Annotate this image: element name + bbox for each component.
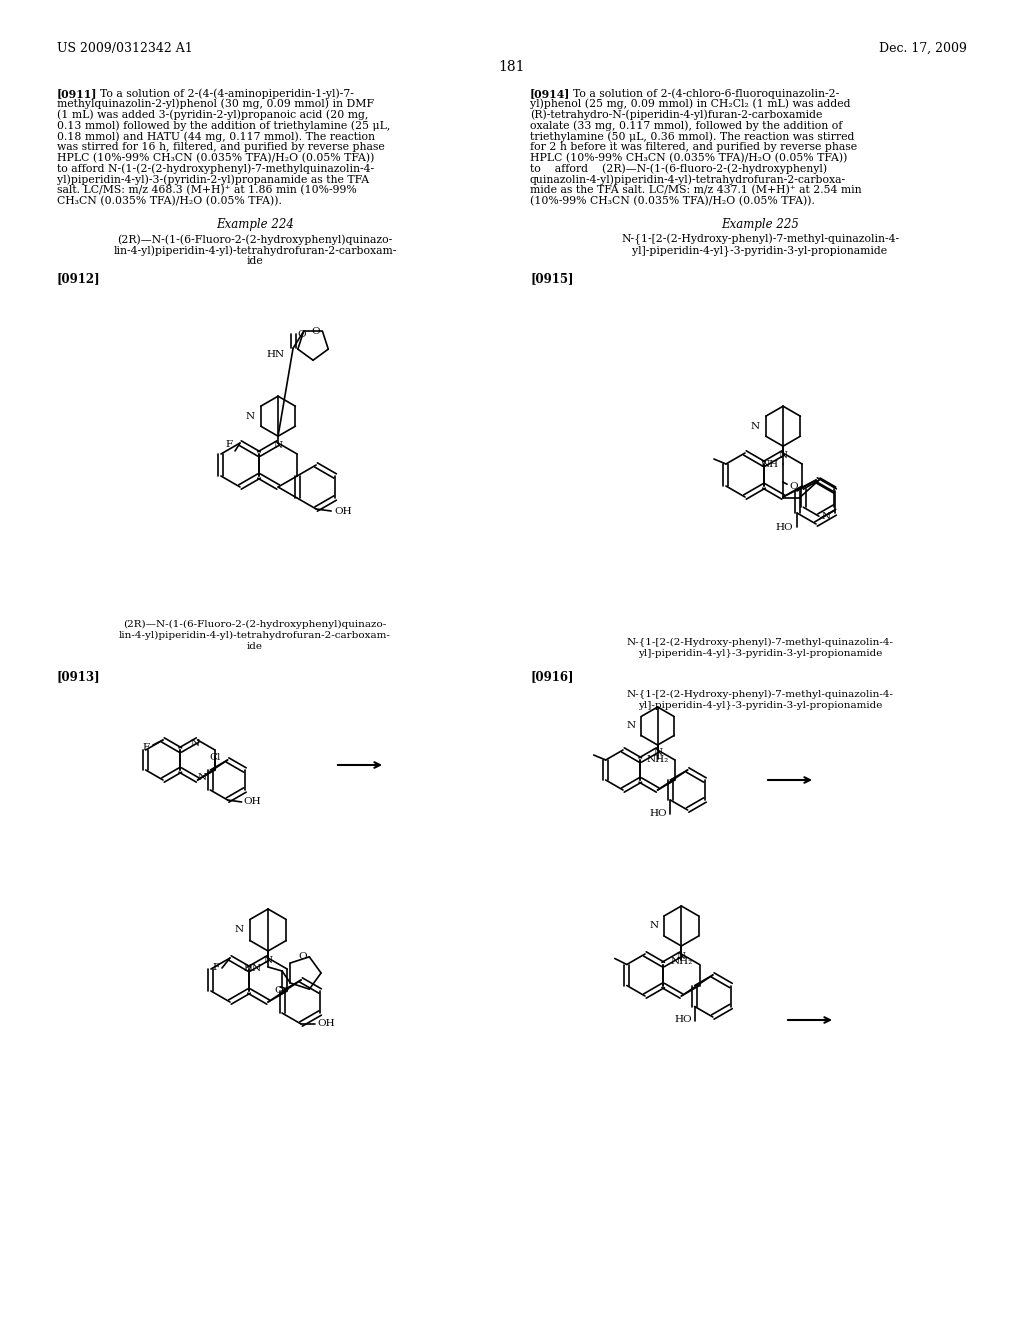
Text: Dec. 17, 2009: Dec. 17, 2009 [880, 42, 967, 55]
Text: HO: HO [649, 809, 668, 818]
Text: N-{1-[2-(2-Hydroxy-phenyl)-7-methyl-quinazolin-4-: N-{1-[2-(2-Hydroxy-phenyl)-7-methyl-quin… [621, 234, 899, 246]
Text: F: F [213, 964, 220, 972]
Text: 181: 181 [499, 59, 525, 74]
Text: OH: OH [334, 507, 352, 516]
Text: [0913]: [0913] [57, 671, 100, 682]
Text: yl]-piperidin-4-yl}-3-pyridin-3-yl-propionamide: yl]-piperidin-4-yl}-3-pyridin-3-yl-propi… [638, 701, 883, 710]
Text: to    afford    (2R)—N-(1-(6-fluoro-2-(2-hydroxyphenyl): to afford (2R)—N-(1-(6-fluoro-2-(2-hydro… [530, 164, 827, 174]
Text: salt. LC/MS: m/z 468.3 (M+H)⁺ at 1.86 min (10%-99%: salt. LC/MS: m/z 468.3 (M+H)⁺ at 1.86 mi… [57, 185, 356, 195]
Text: was stirred for 16 h, filtered, and purified by reverse phase: was stirred for 16 h, filtered, and puri… [57, 143, 385, 152]
Text: HPLC (10%-99% CH₃CN (0.035% TFA)/H₂O (0.05% TFA)): HPLC (10%-99% CH₃CN (0.035% TFA)/H₂O (0.… [530, 153, 848, 164]
Text: NH: NH [761, 461, 779, 469]
Text: F: F [143, 742, 150, 751]
Text: N: N [751, 421, 760, 430]
Text: 0.13 mmol) followed by the addition of triethylamine (25 μL,: 0.13 mmol) followed by the addition of t… [57, 120, 390, 131]
Text: N-{1-[2-(2-Hydroxy-phenyl)-7-methyl-quinazolin-4-: N-{1-[2-(2-Hydroxy-phenyl)-7-methyl-quin… [627, 638, 894, 647]
Text: [0911]: [0911] [57, 88, 97, 99]
Text: for 2 h before it was filtered, and purified by reverse phase: for 2 h before it was filtered, and puri… [530, 143, 857, 152]
Text: O: O [274, 986, 284, 995]
Text: NH₂: NH₂ [646, 755, 669, 764]
Text: N: N [677, 952, 686, 961]
Text: lin-4-yl)piperidin-4-yl)-tetrahydrofuran-2-carboxam-: lin-4-yl)piperidin-4-yl)-tetrahydrofuran… [114, 246, 396, 256]
Text: Cl: Cl [209, 752, 220, 762]
Text: N: N [234, 925, 244, 935]
Text: O: O [299, 952, 307, 961]
Text: yl]-piperidin-4-yl}-3-pyridin-3-yl-propionamide: yl]-piperidin-4-yl}-3-pyridin-3-yl-propi… [633, 246, 888, 256]
Text: N: N [627, 722, 636, 730]
Text: O: O [297, 330, 306, 339]
Text: N-{1-[2-(2-Hydroxy-phenyl)-7-methyl-quinazolin-4-: N-{1-[2-(2-Hydroxy-phenyl)-7-methyl-quin… [627, 690, 894, 700]
Text: N: N [778, 451, 787, 459]
Text: NH₂: NH₂ [670, 957, 692, 966]
Text: [0915]: [0915] [530, 272, 573, 285]
Text: lin-4-yl)piperidin-4-yl)-tetrahydrofuran-2-carboxam-: lin-4-yl)piperidin-4-yl)-tetrahydrofuran… [119, 631, 391, 640]
Text: (2R)—N-(1-(6-Fluoro-2-(2-hydroxyphenyl)quinazo-: (2R)—N-(1-(6-Fluoro-2-(2-hydroxyphenyl)q… [123, 620, 387, 630]
Text: (10%-99% CH₃CN (0.035% TFA)/H₂O (0.05% TFA)).: (10%-99% CH₃CN (0.035% TFA)/H₂O (0.05% T… [530, 195, 815, 206]
Text: [0914]: [0914] [530, 88, 570, 99]
Text: To a solution of 2-(4-(4-aminopiperidin-1-yl)-7-: To a solution of 2-(4-(4-aminopiperidin-… [93, 88, 354, 99]
Text: methylquinazolin-2-yl)phenol (30 mg, 0.09 mmol) in DMF: methylquinazolin-2-yl)phenol (30 mg, 0.0… [57, 99, 374, 110]
Text: triethylamine (50 μL, 0.36 mmol). The reaction was stirred: triethylamine (50 μL, 0.36 mmol). The re… [530, 131, 854, 141]
Text: O: O [790, 482, 798, 491]
Text: [0912]: [0912] [57, 272, 100, 285]
Text: N: N [649, 921, 658, 931]
Text: (R)-tetrahydro-N-(piperidin-4-yl)furan-2-carboxamide: (R)-tetrahydro-N-(piperidin-4-yl)furan-2… [530, 110, 822, 120]
Text: HN: HN [267, 350, 285, 359]
Text: N: N [653, 748, 663, 756]
Text: HO: HO [674, 1015, 691, 1024]
Text: mide as the TFA salt. LC/MS: m/z 437.1 (M+H)⁺ at 2.54 min: mide as the TFA salt. LC/MS: m/z 437.1 (… [530, 185, 861, 195]
Text: N: N [822, 512, 831, 520]
Text: O: O [312, 327, 321, 335]
Text: HPLC (10%-99% CH₃CN (0.035% TFA)/H₂O (0.05% TFA)): HPLC (10%-99% CH₃CN (0.035% TFA)/H₂O (0.… [57, 153, 375, 164]
Text: (1 mL) was added 3-(pyridin-2-yl)propanoic acid (20 mg,: (1 mL) was added 3-(pyridin-2-yl)propano… [57, 110, 369, 120]
Text: N: N [246, 412, 255, 421]
Text: OH: OH [317, 1019, 335, 1028]
Text: quinazolin-4-yl)piperidin-4-yl)-tetrahydrofuran-2-carboxa-: quinazolin-4-yl)piperidin-4-yl)-tetrahyd… [530, 174, 846, 185]
Text: yl)piperidin-4-yl)-3-(pyridin-2-yl)propanamide as the TFA: yl)piperidin-4-yl)-3-(pyridin-2-yl)propa… [57, 174, 369, 185]
Text: HN: HN [244, 964, 262, 973]
Text: F: F [226, 440, 233, 449]
Text: CH₃CN (0.035% TFA)/H₂O (0.05% TFA)).: CH₃CN (0.035% TFA)/H₂O (0.05% TFA)). [57, 195, 282, 206]
Text: yl)phenol (25 mg, 0.09 mmol) in CH₂Cl₂ (1 mL) was added: yl)phenol (25 mg, 0.09 mmol) in CH₂Cl₂ (… [530, 99, 851, 110]
Text: N: N [190, 738, 199, 747]
Text: ide: ide [247, 256, 263, 267]
Text: [0916]: [0916] [530, 671, 573, 682]
Text: HO: HO [775, 523, 793, 532]
Text: Example 224: Example 224 [216, 218, 294, 231]
Text: (2R)—N-(1-(6-Fluoro-2-(2-hydroxyphenyl)quinazo-: (2R)—N-(1-(6-Fluoro-2-(2-hydroxyphenyl)q… [118, 234, 392, 244]
Text: oxalate (33 mg, 0.117 mmol), followed by the addition of: oxalate (33 mg, 0.117 mmol), followed by… [530, 120, 843, 131]
Text: N: N [273, 441, 283, 450]
Text: US 2009/0312342 A1: US 2009/0312342 A1 [57, 42, 193, 55]
Text: Example 225: Example 225 [721, 218, 799, 231]
Text: To a solution of 2-(4-chloro-6-fluoroquinazolin-2-: To a solution of 2-(4-chloro-6-fluoroqui… [566, 88, 840, 99]
Text: OH: OH [244, 797, 261, 807]
Text: yl]-piperidin-4-yl}-3-pyridin-3-yl-propionamide: yl]-piperidin-4-yl}-3-pyridin-3-yl-propi… [638, 649, 883, 657]
Text: ide: ide [247, 642, 263, 651]
Text: N: N [197, 772, 206, 781]
Text: 0.18 mmol) and HATU (44 mg, 0.117 mmol). The reaction: 0.18 mmol) and HATU (44 mg, 0.117 mmol).… [57, 131, 375, 141]
Text: N: N [263, 956, 272, 965]
Text: to afford N-(1-(2-(2-hydroxyphenyl)-7-methylquinazolin-4-: to afford N-(1-(2-(2-hydroxyphenyl)-7-me… [57, 164, 374, 174]
